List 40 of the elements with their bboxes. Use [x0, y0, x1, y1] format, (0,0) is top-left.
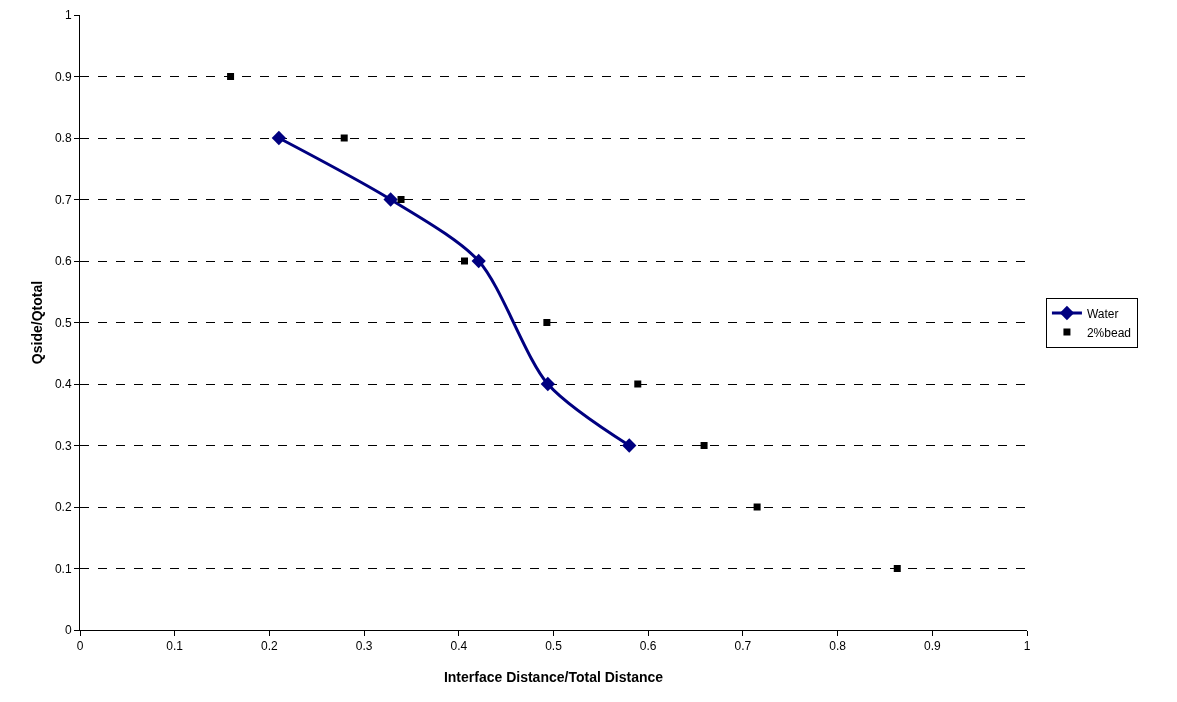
legend-label: Water [1086, 306, 1119, 321]
y-tick-label: 0.2 [54, 500, 72, 515]
point [540, 376, 555, 392]
y-tick-label: 1 [64, 8, 72, 23]
y-tick-label: 0.9 [54, 69, 72, 84]
point [340, 134, 348, 142]
x-tick-label: 0.2 [261, 639, 279, 654]
legend-label: 2%bead [1086, 325, 1131, 340]
y-tick-label: 0.1 [54, 561, 72, 576]
point [543, 319, 551, 326]
y-tick-label: 0.3 [54, 438, 72, 453]
point [893, 565, 901, 572]
point [397, 196, 405, 203]
y-tick-label: 0.8 [54, 131, 72, 146]
x-tick-label: 0.6 [639, 639, 657, 654]
y-tick-label: 0.7 [54, 192, 72, 207]
y-axis-title: Qside/Qtotal [29, 280, 45, 365]
y-tick-label: 0.4 [54, 377, 72, 392]
point [460, 257, 468, 265]
x-tick-label: 0.1 [166, 639, 184, 654]
y-tick-label: 0.5 [54, 315, 72, 330]
x-tick-label: 0 [76, 639, 84, 654]
point [471, 253, 486, 269]
x-axis-title: Interface Distance/Total Distance [443, 669, 664, 685]
x-tick-label: 0.7 [734, 639, 752, 654]
x-tick-label: 0.4 [450, 639, 468, 654]
x-tick-label: 0.5 [545, 639, 563, 654]
x-tick-label: 1 [1023, 639, 1031, 654]
point [700, 442, 708, 449]
point [227, 73, 235, 80]
point [383, 192, 398, 207]
y-tick-label: 0.6 [54, 254, 72, 269]
x-tick-label: 0.9 [923, 639, 941, 654]
point [634, 380, 642, 388]
x-tick-label: 0.8 [829, 639, 847, 654]
point [271, 130, 287, 146]
point [622, 438, 637, 453]
y-tick-label: 0 [64, 623, 72, 638]
x-tick-label: 0.3 [355, 639, 373, 654]
point [753, 503, 761, 511]
